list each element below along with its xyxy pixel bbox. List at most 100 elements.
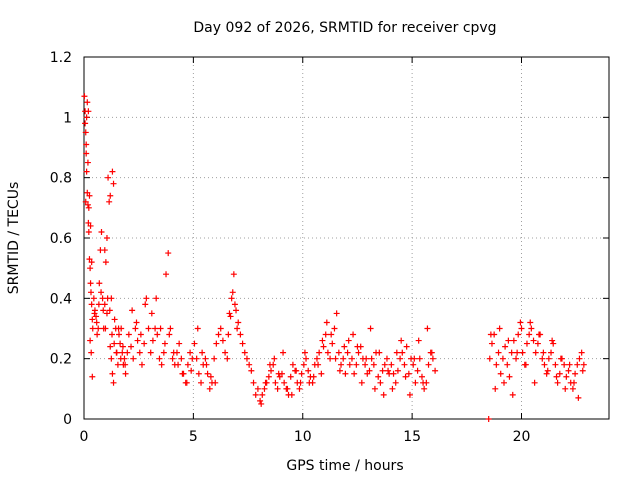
- data-point: [275, 370, 282, 377]
- data-point: [106, 307, 113, 314]
- data-point: [510, 337, 517, 344]
- data-point: [569, 385, 576, 392]
- data-point: [383, 355, 390, 362]
- data-point: [148, 310, 155, 317]
- data-point: [137, 331, 144, 338]
- data-point: [117, 355, 124, 362]
- data-point: [341, 343, 348, 350]
- data-point: [406, 391, 413, 398]
- data-point: [528, 325, 535, 332]
- data-point: [580, 361, 587, 368]
- data-point: [420, 379, 427, 386]
- data-point: [556, 370, 563, 377]
- data-point: [254, 385, 261, 392]
- data-point: [303, 355, 310, 362]
- data-point: [554, 379, 561, 386]
- data-point: [536, 331, 542, 338]
- data-point: [411, 355, 418, 362]
- data-point: [82, 120, 89, 127]
- data-point: [578, 349, 585, 356]
- data-point: [508, 349, 515, 356]
- data-point: [425, 361, 432, 368]
- data-point: [548, 349, 555, 356]
- data-point: [250, 379, 257, 386]
- data-point: [224, 355, 231, 362]
- data-point: [332, 355, 339, 362]
- data-point: [532, 349, 539, 356]
- data-point: [202, 355, 209, 362]
- data-point: [296, 385, 303, 392]
- data-point: [531, 379, 538, 386]
- data-point: [84, 159, 91, 166]
- data-point: [133, 319, 140, 326]
- data-point: [83, 150, 90, 157]
- data-point: [320, 343, 327, 350]
- data-point: [87, 222, 94, 229]
- data-point: [107, 343, 114, 350]
- data-point: [495, 349, 502, 356]
- data-point: [156, 355, 163, 362]
- data-point: [183, 379, 190, 386]
- data-point: [95, 301, 102, 308]
- data-point: [572, 370, 579, 377]
- data-point: [403, 343, 410, 350]
- data-point: [271, 355, 278, 362]
- data-point: [86, 256, 93, 263]
- data-point: [191, 340, 198, 347]
- data-point: [429, 355, 436, 362]
- data-point: [297, 379, 304, 386]
- data-point: [266, 361, 273, 368]
- data-point: [366, 367, 373, 374]
- data-point: [122, 361, 129, 368]
- data-point: [394, 367, 401, 374]
- data-point: [93, 313, 100, 320]
- data-point: [203, 361, 210, 368]
- data-point: [231, 301, 238, 308]
- data-point: [217, 325, 224, 332]
- data-point: [301, 349, 308, 356]
- data-point: [487, 331, 494, 338]
- data-point: [84, 99, 91, 106]
- data-point: [545, 355, 552, 362]
- data-point: [392, 379, 399, 386]
- data-point: [239, 340, 246, 347]
- data-point: [243, 355, 250, 362]
- data-point: [336, 367, 343, 374]
- data-point: [501, 379, 507, 386]
- data-point: [262, 379, 269, 386]
- data-point: [109, 370, 116, 377]
- data-point: [225, 331, 232, 338]
- data-point: [298, 370, 305, 377]
- data-point: [91, 310, 98, 317]
- data-point: [84, 201, 91, 208]
- data-point: [504, 361, 511, 368]
- data-point: [393, 349, 400, 356]
- data-point: [305, 367, 312, 374]
- data-point: [493, 361, 500, 368]
- data-point: [188, 367, 195, 374]
- x-axis-label: GPS time / hours: [286, 458, 403, 474]
- data-point: [199, 349, 206, 356]
- x-tick-label: 10: [294, 429, 312, 445]
- data-point: [211, 355, 218, 362]
- data-point: [289, 361, 296, 368]
- data-point: [88, 289, 94, 296]
- x-tick-label: 15: [403, 429, 421, 445]
- data-point: [85, 219, 92, 226]
- data-point: [246, 361, 253, 368]
- data-point: [257, 397, 264, 404]
- data-point: [544, 367, 551, 374]
- data-point: [492, 385, 499, 392]
- data-point: [397, 355, 404, 362]
- data-point: [226, 310, 233, 317]
- data-point: [89, 373, 96, 380]
- data-point: [389, 385, 396, 392]
- data-point: [327, 355, 334, 362]
- data-point: [88, 259, 95, 266]
- data-point: [176, 340, 183, 347]
- data-point: [167, 325, 174, 332]
- data-point: [322, 331, 329, 338]
- data-point: [142, 301, 149, 308]
- data-point: [502, 343, 509, 350]
- data-point: [83, 114, 90, 121]
